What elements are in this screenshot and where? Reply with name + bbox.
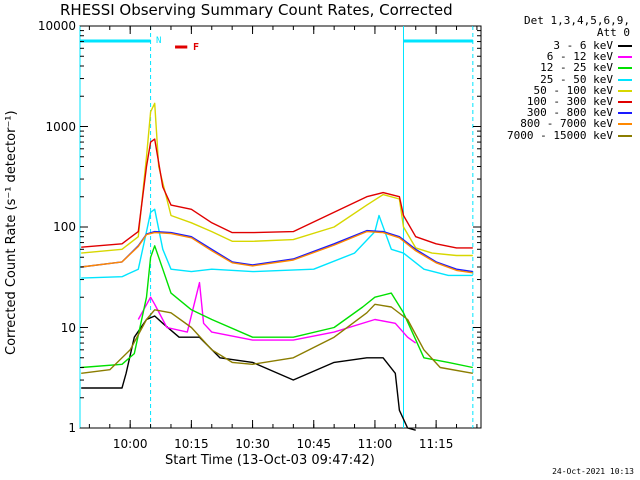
legend-entry: 25 - 50 keV (540, 72, 632, 86)
x-axis-label: Start Time (13-Oct-03 09:47:42) (165, 453, 375, 468)
chart-title: RHESSI Observing Summary Count Rates, Co… (60, 1, 453, 19)
y-tick-label: 100 (53, 220, 76, 234)
legend-entry: 800 - 7000 keV (520, 118, 632, 130)
legend-entry: 100 - 300 keV (527, 96, 632, 108)
legend-label: 6 - 12 keV (546, 50, 613, 64)
legend-swatch (618, 134, 632, 137)
series-line-800_7000keV (81, 230, 473, 274)
legend-label: 3 - 6 keV (553, 39, 613, 52)
legend-header-attenuator: Att 0 (596, 26, 630, 39)
x-tick-label: 10:45 (296, 437, 332, 451)
x-tick-label: 11:15 (418, 437, 454, 451)
y-tick-label: 1 (68, 421, 76, 435)
x-tick-label: 10:15 (174, 437, 209, 451)
series-line-7000_15000keV (81, 303, 473, 374)
legend-header-detectors: Det 1,3,4,5,6,9, (524, 14, 630, 27)
x-tick-label: 10:00 (112, 437, 148, 451)
legend-label: 25 - 50 keV (540, 72, 613, 86)
series-line-6_12keV (137, 281, 417, 344)
legend-label: 50 - 100 keV (533, 83, 613, 97)
tick-layer (80, 25, 481, 429)
series-line-3_6keV (81, 315, 416, 431)
y-tick-label: 10000 (37, 19, 76, 33)
legend-entry: 50 - 100 keV (533, 83, 632, 97)
legend-swatch (618, 45, 632, 47)
x-tick-label: 10:30 (235, 437, 270, 451)
legend-swatch (618, 123, 632, 126)
series-line-100_300keV (81, 138, 473, 249)
series-layer (81, 102, 473, 431)
series-line-300_800keV (81, 229, 473, 273)
legend-label: 100 - 300 keV (526, 95, 613, 108)
legend-entry: 3 - 6 keV (553, 40, 632, 52)
legend-label: 300 - 800 keV (526, 106, 613, 120)
legend-swatch (618, 101, 632, 103)
legend-swatch (618, 89, 632, 92)
night-flag-label: N (156, 36, 162, 46)
legend-label: 12 - 25 keV (540, 61, 613, 75)
legend-entry: 6 - 12 keV (547, 51, 632, 63)
legend-swatch (618, 112, 632, 115)
legend-entry: 12 - 25 keV (540, 62, 632, 74)
series-line-50_100keV (81, 102, 473, 257)
series-line-25_50keV (81, 208, 473, 279)
y-tick-label: 1000 (45, 119, 76, 134)
y-tick-label: 10 (60, 320, 76, 335)
legend-label: 800 - 7000 keV (520, 117, 613, 131)
plot-frame (79, 25, 482, 429)
x-tick-label: 11:00 (357, 437, 393, 451)
legend-entry: 7000 - 15000 keV (507, 128, 632, 142)
legend-entry: 300 - 800 keV (527, 107, 632, 119)
series-line-12_25keV (81, 245, 473, 369)
legend-label: 7000 - 15000 keV (507, 128, 613, 142)
legend-swatch (618, 67, 632, 70)
legend-swatch (618, 56, 632, 59)
flare-flag-label: F (193, 42, 200, 53)
legend-swatch (618, 78, 632, 81)
footer-timestamp: 24-Oct-2021 10:13 (552, 467, 634, 476)
